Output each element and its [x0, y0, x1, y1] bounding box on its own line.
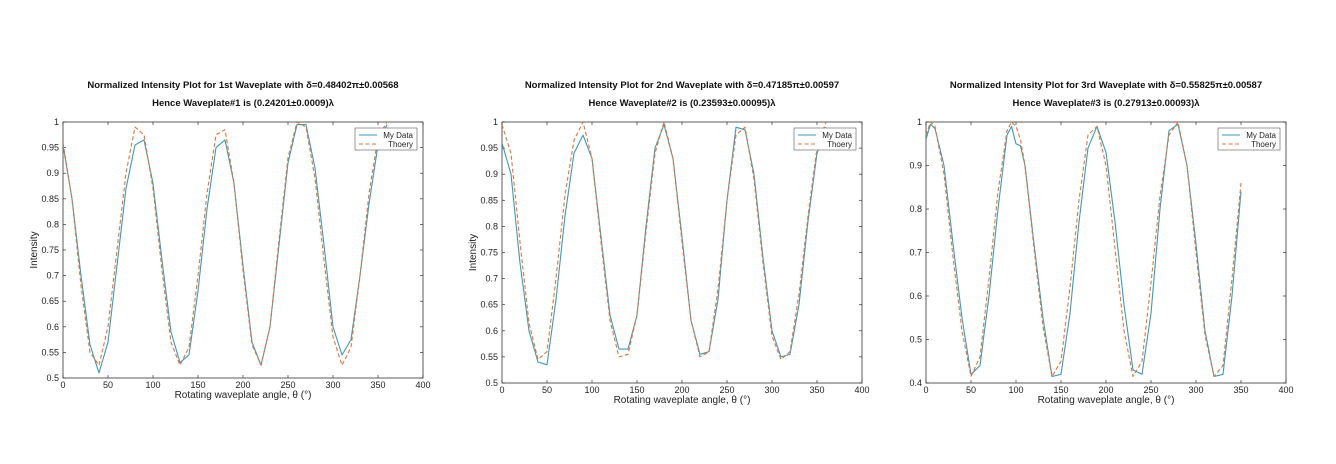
- x-tick-label: 150: [190, 380, 205, 390]
- plot-area: [501, 121, 863, 384]
- y-tick-label: 0.9: [485, 169, 498, 179]
- series-line-theory: [63, 122, 388, 366]
- x-tick-label: 250: [719, 385, 734, 395]
- x-tick-label: 0: [499, 385, 504, 395]
- y-tick-label: 0.8: [909, 204, 922, 214]
- x-axis-label: Rotating waveplate angle, θ (°): [614, 395, 751, 406]
- y-tick-label: 0.85: [480, 195, 498, 205]
- y-tick-label: 0.65: [480, 300, 498, 310]
- y-tick-label: 0.55: [41, 347, 59, 357]
- y-tick-label: 1: [917, 117, 922, 127]
- y-tick-label: 1: [493, 117, 498, 127]
- x-tick-label: 50: [966, 385, 976, 395]
- y-tick-label: 0.6: [909, 291, 922, 301]
- y-tick-label: 0.9: [909, 161, 922, 171]
- y-tick-label: 0.8: [485, 221, 498, 231]
- y-tick-label: 0.5: [46, 373, 59, 383]
- x-tick-label: 300: [764, 385, 779, 395]
- y-tick-label: 0.75: [480, 248, 498, 258]
- legend-label: Thoery: [827, 140, 852, 149]
- x-tick-label: 100: [584, 385, 599, 395]
- x-tick-label: 200: [674, 385, 689, 395]
- series-group: [502, 122, 827, 366]
- legend-label: My Data: [383, 131, 413, 140]
- y-tick-label: 0.7: [909, 248, 922, 258]
- plot-area: [925, 121, 1287, 384]
- x-tick-label: 200: [1098, 385, 1113, 395]
- x-tick-label: 0: [923, 385, 928, 395]
- chart-subtitle: Hence Waveplate#3 is (0.27913±0.00093)λ: [1012, 98, 1200, 109]
- x-tick-label: 250: [280, 380, 295, 390]
- chart-title: Normalized Intensity Plot for 2nd Wavepl…: [525, 80, 839, 91]
- x-tick-label: 400: [415, 380, 430, 390]
- y-tick-label: 0.7: [46, 271, 59, 281]
- x-tick-label: 350: [370, 380, 385, 390]
- legend-label: Thoery: [388, 140, 413, 149]
- y-tick-label: 0.5: [485, 378, 498, 388]
- y-tick-label: 0.95: [480, 143, 498, 153]
- y-tick-label: 0.55: [480, 352, 498, 362]
- series-line-my-data: [63, 124, 388, 374]
- y-tick-label: 0.6: [46, 322, 59, 332]
- series-line-theory: [926, 122, 1242, 378]
- y-tick-label: 0.8: [46, 219, 59, 229]
- series-group: [63, 122, 388, 374]
- x-tick-label: 100: [1008, 385, 1023, 395]
- chart-1: Normalized Intensity Plot for 1st Wavepl…: [29, 80, 431, 401]
- y-tick-label: 0.85: [41, 194, 59, 204]
- chart-2: Normalized Intensity Plot for 2nd Wavepl…: [468, 80, 870, 406]
- chart-subtitle: Hence Waveplate#2 is (0.23593±0.00095)λ: [588, 98, 776, 109]
- x-tick-label: 100: [145, 380, 160, 390]
- chart-title: Normalized Intensity Plot for 1st Wavepl…: [87, 80, 398, 91]
- x-tick-label: 300: [325, 380, 340, 390]
- chart-3: Normalized Intensity Plot for 3rd Wavepl…: [909, 80, 1293, 406]
- legend-box: [1217, 127, 1281, 151]
- x-tick-label: 150: [629, 385, 644, 395]
- x-tick-label: 200: [235, 380, 250, 390]
- x-tick-label: 300: [1188, 385, 1203, 395]
- x-axis-label: Rotating waveplate angle, θ (°): [175, 390, 312, 401]
- x-tick-label: 50: [103, 380, 113, 390]
- y-tick-label: 0.6: [485, 326, 498, 336]
- plot-area: [62, 121, 424, 379]
- x-tick-label: 350: [809, 385, 824, 395]
- x-tick-label: 0: [60, 380, 65, 390]
- y-axis-label: Intensity: [29, 231, 40, 268]
- legend-label: Thoery: [1251, 140, 1276, 149]
- y-tick-label: 0.7: [485, 274, 498, 284]
- y-tick-label: 0.5: [909, 335, 922, 345]
- chart-title: Normalized Intensity Plot for 3rd Wavepl…: [950, 80, 1262, 91]
- y-tick-label: 0.4: [909, 378, 922, 388]
- x-tick-label: 400: [1278, 385, 1293, 395]
- series-group: [926, 122, 1242, 378]
- y-tick-label: 1: [54, 117, 59, 127]
- x-tick-label: 50: [542, 385, 552, 395]
- legend-label: My Data: [822, 131, 852, 140]
- x-tick-label: 350: [1233, 385, 1248, 395]
- y-tick-label: 0.9: [46, 168, 59, 178]
- x-tick-label: 400: [854, 385, 869, 395]
- y-tick-label: 0.75: [41, 245, 59, 255]
- legend-label: My Data: [1246, 131, 1276, 140]
- chart-subtitle: Hence Waveplate#1 is (0.24201±0.0009)λ: [152, 98, 334, 109]
- x-tick-label: 150: [1053, 385, 1068, 395]
- x-axis-label: Rotating waveplate angle, θ (°): [1038, 395, 1175, 406]
- y-tick-label: 0.95: [41, 143, 59, 153]
- legend-box: [354, 127, 418, 151]
- legend-box: [793, 127, 857, 151]
- y-axis-label: Intensity: [468, 234, 479, 271]
- x-tick-label: 250: [1143, 385, 1158, 395]
- y-tick-label: 0.65: [41, 296, 59, 306]
- series-line-my-data: [502, 124, 827, 366]
